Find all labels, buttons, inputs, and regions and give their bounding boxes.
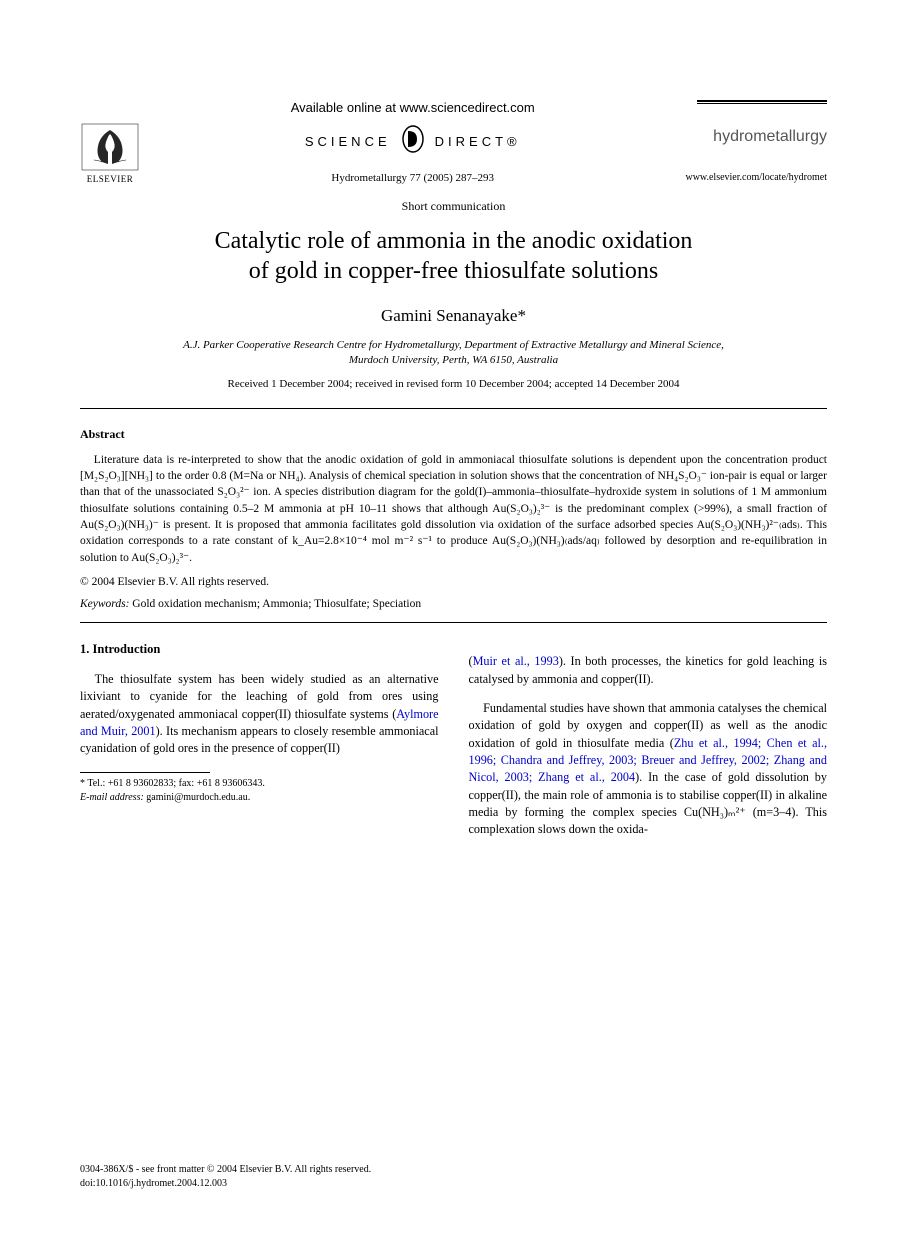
abstract-copyright: © 2004 Elsevier B.V. All rights reserved… (80, 576, 827, 588)
divider-rule-top (80, 408, 827, 409)
elsevier-tree-icon (80, 122, 140, 172)
footer-line-2: doi:10.1016/j.hydromet.2004.12.003 (80, 1177, 827, 1191)
center-header: Available online at www.sciencedirect.co… (140, 100, 685, 184)
col1-para1-a: The thiosulfate system has been widely s… (80, 672, 439, 721)
journal-rule (697, 100, 827, 104)
footnote-rule (80, 772, 210, 773)
elsevier-label: ELSEVIER (80, 174, 140, 184)
citation-text: Hydrometallurgy 77 (2005) 287–293 (160, 172, 665, 184)
science-text: SCIENCE (305, 134, 391, 149)
column-left: 1. Introduction The thiosulfate system h… (80, 641, 439, 839)
available-online-text: Available online at www.sciencedirect.co… (160, 100, 665, 115)
keywords-label: Keywords: (80, 598, 129, 610)
article-title: Catalytic role of ammonia in the anodic … (80, 226, 827, 286)
footnote-email-label: E-mail address: (80, 792, 144, 803)
reference-link[interactable]: Muir et al., 1993 (473, 654, 559, 668)
footnote-tel: * Tel.: +61 8 93602833; fax: +61 8 93606… (80, 777, 439, 791)
affiliation-line-2: Murdoch University, Perth, WA 6150, Aust… (349, 354, 558, 366)
body-columns: 1. Introduction The thiosulfate system h… (80, 641, 827, 839)
col2-para1: (Muir et al., 1993). In both processes, … (469, 653, 828, 688)
title-line-2: of gold in copper-free thiosulfate solut… (249, 258, 658, 284)
col2-para2: Fundamental studies have shown that ammo… (469, 700, 828, 839)
keywords-line: Keywords: Gold oxidation mechanism; Ammo… (80, 598, 827, 610)
article-type: Short communication (80, 199, 827, 214)
affiliation-line-1: A.J. Parker Cooperative Research Centre … (183, 339, 724, 351)
section-heading: 1. Introduction (80, 641, 439, 659)
footnote-email: gamini@murdoch.edu.au. (144, 792, 250, 803)
keywords-text: Gold oxidation mechanism; Ammonia; Thios… (129, 598, 421, 610)
journal-name: hydrometallurgy (685, 128, 827, 146)
journal-box: hydrometallurgy www.elsevier.com/locate/… (685, 100, 827, 183)
abstract-heading: Abstract (80, 427, 827, 442)
page-container: ELSEVIER Available online at www.science… (0, 0, 907, 899)
author-name: Gamini Senanayake* (80, 306, 827, 326)
direct-text: DIRECT® (435, 134, 521, 149)
journal-url: www.elsevier.com/locate/hydromet (685, 172, 827, 183)
article-dates: Received 1 December 2004; received in re… (80, 378, 827, 390)
footer-line-1: 0304-386X/$ - see front matter © 2004 El… (80, 1163, 827, 1177)
footnote-email-line: E-mail address: gamini@murdoch.edu.au. (80, 791, 439, 805)
sd-d-icon (399, 125, 427, 158)
science-direct-logo: SCIENCE DIRECT® (160, 125, 665, 158)
abstract-text: Literature data is re-interpreted to sho… (80, 452, 827, 566)
divider-rule-bottom (80, 622, 827, 623)
page-footer: 0304-386X/$ - see front matter © 2004 El… (80, 1163, 827, 1190)
column-right: (Muir et al., 1993). In both processes, … (469, 641, 828, 839)
footnote-block: * Tel.: +61 8 93602833; fax: +61 8 93606… (80, 777, 439, 805)
col1-para1: The thiosulfate system has been widely s… (80, 671, 439, 758)
elsevier-logo: ELSEVIER (80, 122, 140, 187)
title-line-1: Catalytic role of ammonia in the anodic … (215, 228, 693, 254)
affiliation: A.J. Parker Cooperative Research Centre … (80, 338, 827, 368)
header-row: ELSEVIER Available online at www.science… (80, 100, 827, 187)
